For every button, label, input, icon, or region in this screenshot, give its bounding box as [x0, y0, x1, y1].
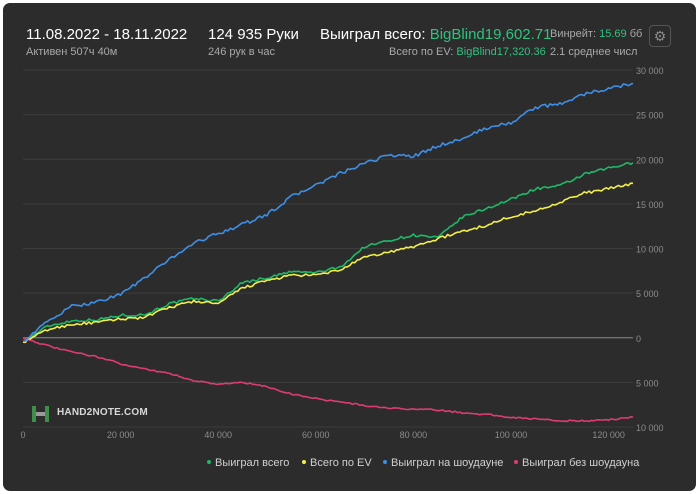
x-tick-label: 20 000 — [107, 430, 135, 440]
legend-item-by-ev[interactable]: Всего по EV — [302, 457, 372, 469]
by-ev-line — [22, 182, 634, 344]
winrate-stat: Винрейт: 15.69 бб — [550, 28, 644, 40]
graph-panel: 11.08.2022 - 18.11.2022 Активен 507ч 40м… — [3, 3, 696, 491]
non-showdown-line — [22, 337, 634, 423]
x-tick-label: 0 — [20, 430, 25, 440]
won-total-line — [22, 162, 634, 343]
average-stat: 2.1 среднее числ — [550, 46, 638, 58]
y-tick-label: 20 000 — [636, 155, 664, 165]
legend-item-showdown[interactable]: Выиграл на шоудауне — [383, 457, 503, 469]
hand2note-logo-icon — [32, 406, 49, 422]
showdown-line — [22, 82, 634, 343]
legend-label-non-showdown: Выиграл без шоудауна — [522, 457, 640, 469]
x-tick-label: 120 000 — [592, 430, 625, 440]
legend-label-by-ev: Всего по EV — [310, 457, 372, 469]
legend-swatch-showdown — [383, 460, 387, 465]
y-tick-label: 10 000 — [636, 245, 664, 255]
x-tick-label: 40 000 — [204, 430, 232, 440]
y-tick-label: 10 000 — [636, 423, 664, 433]
ev-total-value: BigBlind17,320.36 — [456, 46, 546, 58]
active-time: Активен 507ч 40м — [26, 46, 118, 58]
x-tick-label: 80 000 — [400, 430, 428, 440]
legend-swatch-by-ev — [302, 460, 306, 465]
won-total-stat: Выиграл всего: BigBlind19,602.71 — [320, 26, 551, 43]
won-total-value: BigBlind19,602.71 — [429, 26, 552, 43]
won-total-label: Выиграл всего: — [320, 26, 426, 43]
hands-count: 124 935 Руки — [208, 26, 299, 43]
hands-per-hour: 246 рук в час — [208, 46, 276, 58]
hand2note-logo-text: HAND2NOTE.COM — [57, 407, 148, 418]
x-tick-label: 60 000 — [302, 430, 330, 440]
legend-label-won-total: Выиграл всего — [215, 457, 290, 469]
legend-item-won-total[interactable]: Выиграл всего — [207, 457, 289, 469]
winrate-unit: бб — [629, 28, 643, 40]
legend-swatch-won-total — [207, 460, 211, 465]
legend-item-non-showdown[interactable]: Выиграл без шоудауна — [514, 457, 639, 469]
y-tick-label: 25 000 — [636, 111, 664, 121]
y-tick-label: 5 000 — [636, 289, 659, 299]
y-tick-label: 15 000 — [636, 200, 664, 210]
legend-swatch-non-showdown — [514, 460, 518, 465]
x-tick-label: 100 000 — [495, 430, 528, 440]
gear-icon: ⚙ — [653, 28, 667, 44]
legend-label-showdown: Выиграл на шоудауне — [391, 457, 504, 469]
y-tick-label: 0 — [636, 334, 641, 344]
date-range: 11.08.2022 - 18.11.2022 — [26, 26, 188, 43]
y-tick-label: 30 000 — [636, 66, 664, 76]
ev-total-label: Всего по EV: — [389, 46, 454, 58]
winrate-value: 15.69 — [599, 28, 627, 40]
winrate-label: Винрейт: — [550, 28, 597, 40]
settings-button[interactable]: ⚙ — [649, 25, 671, 47]
ev-total-stat: Всего по EV: BigBlind17,320.36 — [389, 46, 546, 58]
profit-chart: 30 000 25 000 20 000 15 000 10 000 5 000 0 5 00… — [20, 66, 664, 440]
y-tick-label: 5 000 — [636, 378, 659, 388]
